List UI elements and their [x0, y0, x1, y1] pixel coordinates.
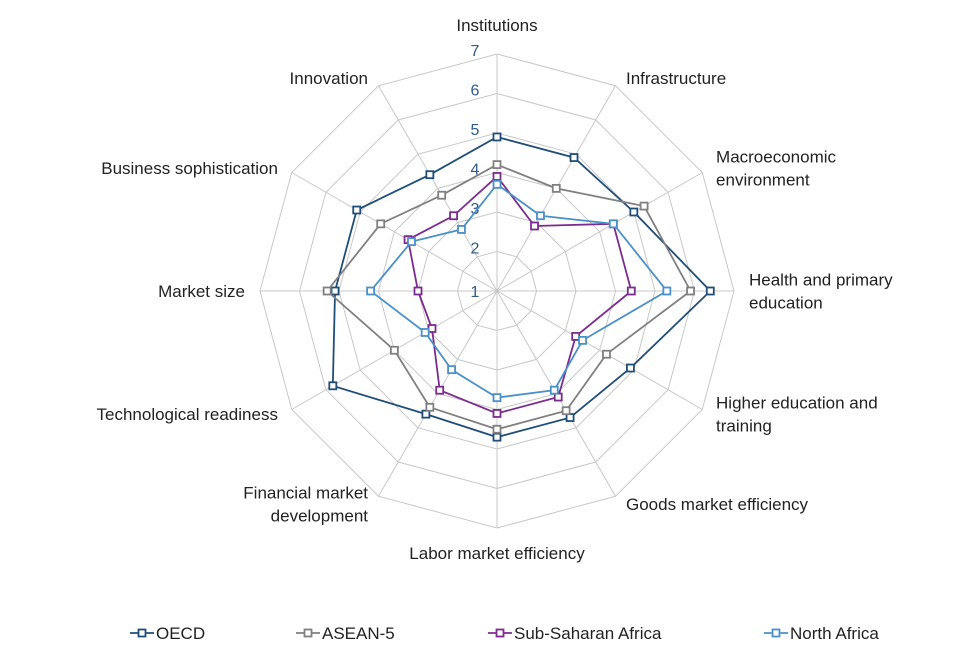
- legend-item: OECD: [130, 624, 205, 643]
- series-north-africa: [366, 179, 672, 403]
- spoke-2: [496, 172, 703, 292]
- data-point: [492, 409, 502, 418]
- data-point: [425, 170, 435, 180]
- tick-label: 3: [471, 201, 480, 218]
- legend-item: ASEAN-5: [296, 624, 395, 643]
- data-point: [629, 207, 639, 217]
- series-line: [325, 163, 692, 431]
- data-point: [435, 385, 445, 395]
- legend-marker: [771, 628, 781, 638]
- data-point: [602, 349, 611, 359]
- data-point: [536, 211, 545, 221]
- radial-tick-labels: 1 2 3 4 5 6 7: [471, 43, 480, 301]
- data-series: [322, 132, 715, 442]
- data-point: [407, 237, 416, 247]
- category-label: Health and primary education: [749, 271, 893, 313]
- spoke-4: [496, 290, 703, 410]
- series-asean-5: [322, 160, 695, 434]
- data-point: [457, 225, 466, 234]
- legend-label: Sub-Saharan Africa: [514, 624, 662, 643]
- data-point: [425, 402, 435, 412]
- data-point: [449, 211, 458, 221]
- data-point: [686, 286, 695, 296]
- category-label: Goods market efficiency: [626, 495, 809, 514]
- data-point: [492, 160, 502, 170]
- data-point: [330, 286, 340, 296]
- category-label: Macroeconomic environment: [716, 148, 836, 190]
- tick-label: 6: [471, 83, 480, 100]
- data-point: [322, 286, 332, 296]
- category-label: Higher education and training: [716, 394, 878, 436]
- data-point: [420, 328, 430, 337]
- tick-label: 4: [471, 162, 480, 179]
- data-point: [492, 424, 502, 434]
- legend-marker: [303, 628, 313, 638]
- legend: OECD ASEAN-5 Sub-Saharan Africa North Afric…: [130, 624, 879, 643]
- spoke-10: [291, 172, 498, 292]
- data-point: [492, 179, 502, 189]
- data-point: [561, 406, 571, 416]
- data-point: [352, 205, 362, 215]
- series-oecd: [328, 132, 715, 442]
- data-point: [705, 286, 715, 296]
- category-label: Financial market development: [243, 484, 368, 526]
- legend-item: Sub-Saharan Africa: [488, 624, 662, 643]
- legend-label: North Africa: [790, 624, 879, 643]
- legend-label: ASEAN-5: [322, 624, 395, 643]
- data-point: [437, 190, 447, 200]
- data-point: [608, 219, 618, 229]
- category-label: Technological readiness: [97, 405, 278, 424]
- data-point: [626, 286, 636, 296]
- category-label: Institutions: [456, 16, 537, 35]
- data-point: [530, 221, 539, 231]
- category-label: Innovation: [290, 69, 368, 88]
- data-point: [492, 132, 502, 142]
- data-point: [492, 432, 502, 442]
- series-line: [407, 175, 633, 415]
- legend-marker: [137, 628, 147, 638]
- data-point: [389, 345, 399, 355]
- category-label: Labor market efficiency: [409, 544, 585, 563]
- data-point: [447, 365, 456, 375]
- legend-item: North Africa: [764, 624, 879, 643]
- data-point: [551, 183, 561, 193]
- series-sub-saharan-africa: [403, 172, 636, 418]
- category-labels: Institutions Infrastructure Macroeconomic e…: [97, 16, 894, 563]
- tick-label: 1: [471, 284, 480, 301]
- data-point: [413, 286, 423, 296]
- category-label: Market size: [158, 282, 245, 301]
- data-point: [626, 363, 635, 373]
- data-point: [492, 172, 502, 181]
- data-point: [366, 286, 376, 296]
- tick-label: 5: [471, 122, 480, 139]
- legend-marker: [495, 628, 505, 638]
- category-label: Business sophistication: [101, 159, 278, 178]
- data-point: [492, 393, 502, 403]
- data-point: [569, 153, 579, 162]
- data-point: [328, 381, 338, 391]
- tick-label: 7: [471, 43, 480, 60]
- category-label: Infrastructure: [626, 69, 726, 88]
- data-point: [662, 286, 672, 296]
- spoke-11: [378, 85, 498, 292]
- data-point: [639, 201, 649, 211]
- data-point: [376, 219, 386, 229]
- data-point: [549, 385, 559, 395]
- data-point: [578, 335, 587, 345]
- legend-label: OECD: [156, 624, 205, 643]
- tick-label: 2: [471, 241, 480, 258]
